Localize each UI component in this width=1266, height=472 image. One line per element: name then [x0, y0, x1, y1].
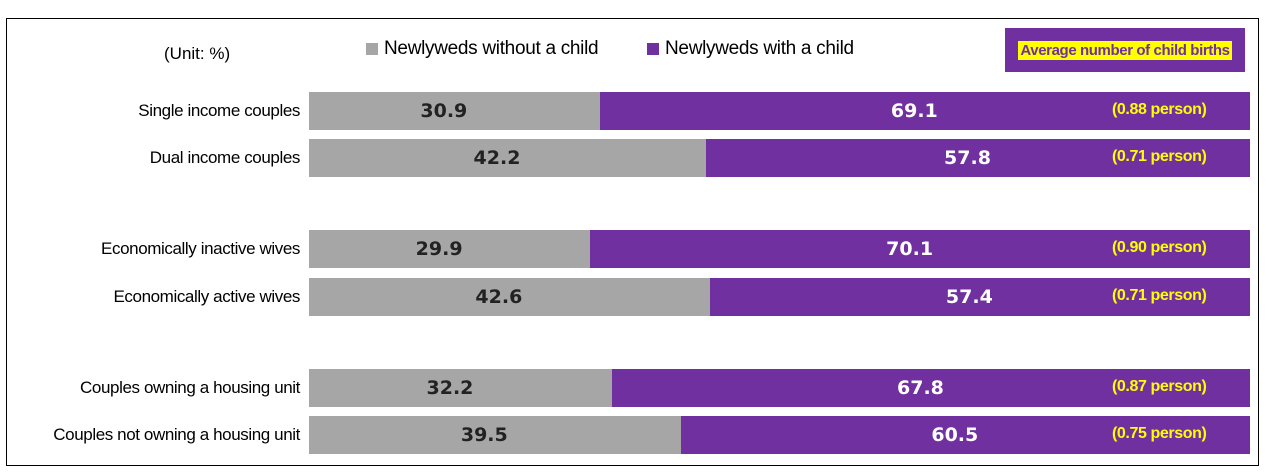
- legend-with-child: Newlyweds with a child: [647, 38, 854, 60]
- value-label: 30.9: [420, 100, 468, 122]
- legend-label-with-child: Newlyweds with a child: [665, 38, 854, 59]
- value-label: 69.1: [890, 100, 938, 122]
- value-label: 42.6: [475, 286, 523, 308]
- average-births-label: (0.75 person): [1112, 425, 1207, 442]
- value-label: 39.5: [460, 424, 508, 446]
- bar-segment-without-child: [309, 278, 710, 316]
- category-label: Single income couples: [138, 101, 300, 120]
- average-births-label: (0.71 person): [1112, 287, 1207, 304]
- value-label: 32.2: [426, 377, 474, 399]
- bar-segment-with-child: [709, 278, 1250, 316]
- bar-segment-without-child: [309, 92, 600, 130]
- bar-segment-without-child: [309, 416, 681, 454]
- value-label: 70.1: [886, 238, 934, 260]
- value-label: 60.5: [931, 424, 979, 446]
- category-label: Couples not owning a housing unit: [53, 425, 300, 444]
- value-label: 29.9: [415, 238, 463, 260]
- value-label: 57.8: [944, 147, 991, 169]
- category-label: Couples owning a housing unit: [80, 378, 300, 397]
- bar-segment-without-child: [309, 369, 612, 407]
- value-label: 67.8: [897, 377, 944, 399]
- category-label: Economically active wives: [113, 287, 300, 306]
- average-births-label: (0.87 person): [1112, 378, 1207, 395]
- bar-segment-with-child: [706, 139, 1250, 177]
- legend-swatch-gray: [366, 43, 378, 55]
- bar-segment-with-child: [599, 92, 1250, 130]
- value-label: 42.2: [473, 147, 521, 169]
- legend-label-without-child: Newlyweds without a child: [384, 38, 599, 59]
- legend-without-child: Newlyweds without a child: [366, 38, 599, 60]
- category-label: Dual income couples: [149, 148, 301, 167]
- bar-segment-with-child: [612, 369, 1250, 407]
- average-legend-label: Average number of child births: [1018, 40, 1232, 60]
- bar-segment-with-child: [680, 416, 1250, 454]
- average-births-label: (0.88 person): [1112, 101, 1207, 118]
- unit-label: (Unit: %): [164, 44, 231, 63]
- average-births-label: (0.71 person): [1112, 148, 1207, 165]
- legend-swatch-purple: [647, 43, 659, 55]
- category-label: Economically inactive wives: [101, 239, 300, 258]
- value-label: 57.4: [945, 286, 993, 308]
- bar-segment-with-child: [590, 230, 1250, 268]
- average-births-label: (0.90 person): [1112, 239, 1207, 256]
- bar-segment-without-child: [309, 139, 707, 177]
- average-legend-box: Average number of child births: [1005, 28, 1245, 72]
- bar-segment-without-child: [309, 230, 591, 268]
